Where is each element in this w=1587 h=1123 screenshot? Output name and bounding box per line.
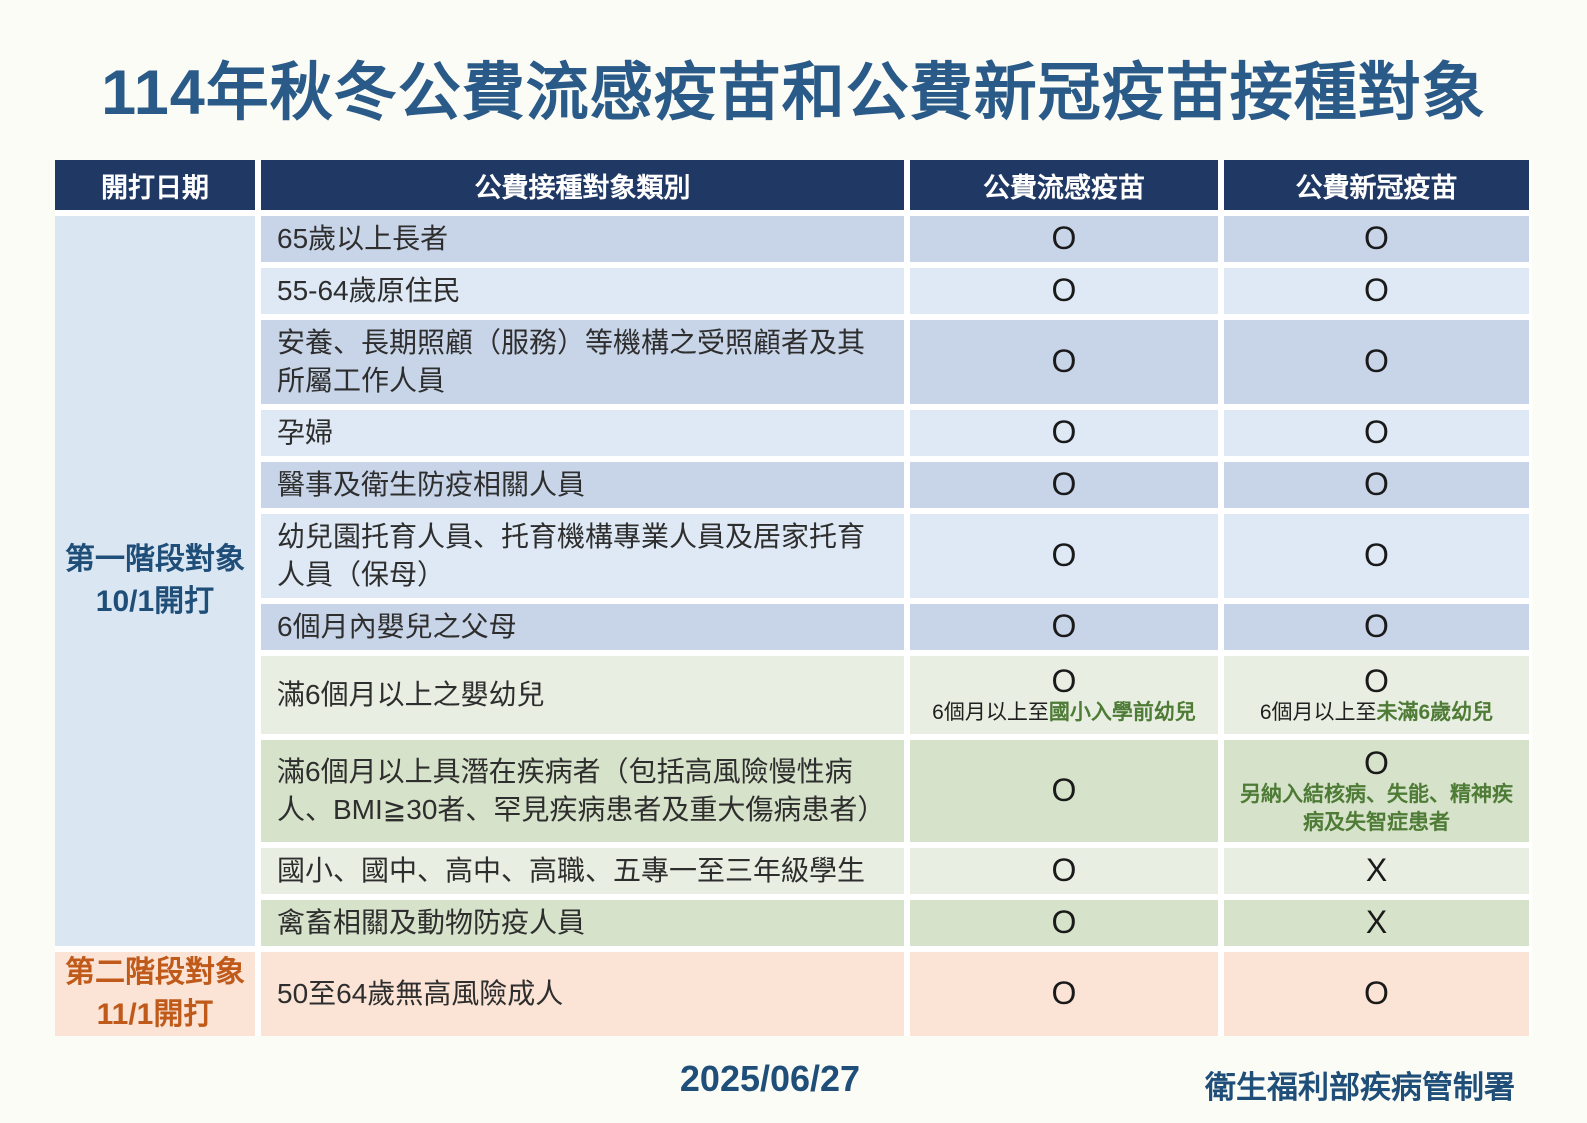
stage1-label-line1: 第一階段對象 (65, 543, 245, 576)
flu-mark-cell: O (910, 462, 1218, 508)
flu-mark-cell: O (910, 320, 1218, 404)
category-cell: 滿6個月以上之嬰幼兒 (261, 656, 904, 734)
covid-note-prefix: 6個月以上至 (1259, 700, 1377, 724)
stage2-label-cell: 第二階段對象 11/1開打 (55, 952, 255, 1036)
covid-mark-cell: O 6個月以上至未滿6歲幼兒 (1224, 656, 1529, 734)
flu-mark-cell: O (910, 848, 1218, 894)
stage2-label-line1: 第二階段對象 (65, 956, 245, 989)
flu-note-highlight: 國小入學前幼兒 (1048, 700, 1196, 724)
flu-mark: O (1051, 662, 1077, 699)
stage1-label-cell: 第一階段對象 10/1開打 (55, 216, 255, 946)
covid-note: 6個月以上至未滿6歲幼兒 (1260, 699, 1493, 726)
category-cell: 安養、長期照顧（服務）等機構之受照顧者及其所屬工作人員 (261, 320, 904, 404)
footer-date: 2025/06/27 (679, 1058, 861, 1099)
category-cell: 孕婦 (261, 410, 904, 456)
covid-mark-cell: O (1224, 462, 1529, 508)
covid-note-highlight: 未滿6歲幼兒 (1376, 700, 1494, 724)
covid-mark-cell: O (1224, 216, 1529, 262)
covid-mark-cell: O (1224, 604, 1529, 650)
flu-mark-cell: O (910, 268, 1218, 314)
flu-mark-cell: O (910, 410, 1218, 456)
covid-mark-cell: O (1224, 320, 1529, 404)
header-cell-schedule-date: 開打日期 (55, 160, 255, 210)
covid-mark-cell: O (1224, 410, 1529, 456)
header-cell-category: 公費接種對象類別 (261, 160, 904, 210)
flu-mark-cell: O (910, 604, 1218, 650)
header-cell-flu-vaccine: 公費流感疫苗 (910, 160, 1218, 210)
category-cell: 禽畜相關及動物防疫人員 (261, 900, 904, 946)
flu-mark-cell: O (910, 514, 1218, 598)
page-title: 114年秋冬公費流感疫苗和公費新冠疫苗接種對象 (101, 58, 1486, 128)
covid-mark-cell: X (1224, 848, 1529, 894)
category-cell: 幼兒園托育人員、托育機構專業人員及居家托育人員（保母） (261, 514, 904, 598)
covid-mark-cell: O (1224, 514, 1529, 598)
vaccination-eligibility-table: 開打日期 公費接種對象類別 公費流感疫苗 公費新冠疫苗 第一階段對象 10/1開… (55, 160, 1532, 1036)
category-cell: 65歲以上長者 (261, 216, 904, 262)
flu-note: 6個月以上至國小入學前幼兒 (932, 699, 1196, 726)
flu-mark-cell: O (910, 900, 1218, 946)
category-cell: 50至64歲無高風險成人 (261, 952, 904, 1036)
covid-mark-cell: O (1224, 268, 1529, 314)
flu-note-prefix: 6個月以上至 (932, 700, 1049, 724)
category-cell: 國小、國中、高中、高職、五專一至三年級學生 (261, 848, 904, 894)
flu-mark-cell: O (910, 216, 1218, 262)
header-cell-covid-vaccine: 公費新冠疫苗 (1224, 160, 1529, 210)
stage1-label-line2: 10/1開打 (95, 585, 215, 618)
covid-mark: O (1364, 745, 1389, 782)
covid-mark: O (1364, 662, 1389, 699)
category-cell: 6個月內嬰兒之父母 (261, 604, 904, 650)
stage2-label-line2: 11/1開打 (96, 998, 214, 1031)
flu-mark-cell: O (910, 952, 1218, 1036)
covid-note-highlight: 另納入結核病、失能、精神疾病及失智症患者 (1240, 783, 1513, 834)
category-cell: 滿6個月以上具潛在疾病者（包括高風險慢性病人、BMI≧30者、罕見疾病患者及重大… (261, 740, 904, 842)
category-cell: 55-64歲原住民 (261, 268, 904, 314)
footer-agency: 衛生福利部疾病管制署 (1205, 1070, 1515, 1105)
flu-mark-cell: O (910, 740, 1218, 842)
category-cell: 醫事及衛生防疫相關人員 (261, 462, 904, 508)
covid-mark-cell: O (1224, 952, 1529, 1036)
flu-mark-cell: O 6個月以上至國小入學前幼兒 (910, 656, 1218, 734)
covid-mark-cell: O 另納入結核病、失能、精神疾病及失智症患者 (1224, 740, 1529, 842)
covid-mark-cell: X (1224, 900, 1529, 946)
